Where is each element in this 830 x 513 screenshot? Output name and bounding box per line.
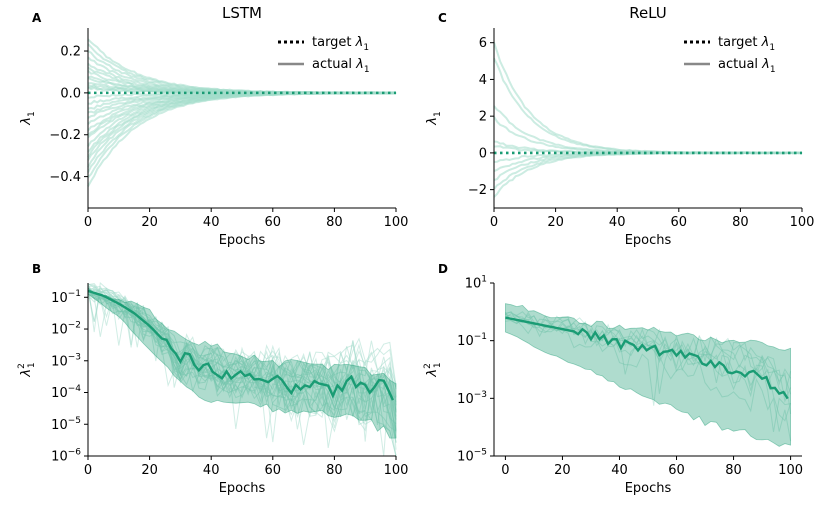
x-tick-label: 40 — [203, 463, 220, 478]
legend-actual-label: actual λ1 — [718, 57, 776, 75]
x-axis-label: Epochs — [219, 481, 266, 496]
series-lines — [493, 41, 803, 198]
x-tick-label: 0 — [490, 215, 498, 230]
y-tick-label: 10−5 — [51, 416, 81, 433]
y-axis-label: λ1 — [425, 111, 443, 125]
faint-run-line — [505, 311, 792, 386]
x-tick-label: 40 — [203, 215, 220, 230]
x-tick-label: 80 — [326, 215, 343, 230]
x-tick-label: 20 — [547, 215, 564, 230]
y-tick-label: 10−1 — [51, 289, 81, 306]
x-tick-label: 0 — [84, 215, 92, 230]
x-tick-label: 40 — [609, 215, 626, 230]
legend-target-label: target λ1 — [312, 35, 369, 53]
x-axis-label: Epochs — [625, 233, 672, 248]
y-tick-label: −0.2 — [49, 128, 81, 143]
x-tick-label: 60 — [265, 215, 282, 230]
panel-letter: D — [438, 262, 448, 276]
y-tick-label: 10−4 — [51, 384, 81, 401]
interquartile-band — [87, 286, 397, 439]
y-tick-label: 6 — [479, 36, 487, 51]
x-tick-label: 20 — [141, 463, 158, 478]
y-tick-label: 10−1 — [457, 332, 487, 349]
y-axis-label: λ21 — [423, 362, 443, 377]
x-tick-label: 100 — [778, 463, 803, 478]
y-tick-label: 10−2 — [51, 321, 81, 338]
x-tick-label: 20 — [554, 463, 571, 478]
x-tick-label: 60 — [265, 463, 282, 478]
series-lines — [87, 38, 397, 187]
y-tick-label: 0.2 — [60, 45, 81, 60]
faint-run-line — [87, 283, 397, 406]
series-line — [87, 91, 396, 187]
y-tick-label: 10−6 — [51, 448, 81, 465]
panel-letter: C — [438, 11, 447, 25]
panel-letter: A — [32, 11, 42, 25]
y-tick-label: 10−3 — [51, 352, 81, 369]
y-tick-label: 0.0 — [60, 86, 81, 101]
faint-run-line — [87, 285, 397, 398]
median-line — [87, 289, 394, 401]
faint-run-line — [504, 312, 792, 414]
y-tick-label: 10−3 — [457, 390, 487, 407]
y-tick-label: −2 — [468, 183, 487, 198]
x-tick-label: 80 — [725, 463, 742, 478]
x-tick-label: 100 — [790, 215, 815, 230]
series-line — [87, 91, 396, 161]
y-tick-label: 101 — [465, 275, 487, 292]
median-line — [505, 316, 789, 400]
legend-actual-label: actual λ1 — [312, 57, 370, 75]
series-line — [493, 151, 803, 198]
x-tick-label: 100 — [384, 215, 409, 230]
x-tick-label: 0 — [84, 463, 92, 478]
series-line — [493, 151, 803, 182]
y-tick-label: 2 — [479, 110, 487, 125]
interquartile-band — [505, 303, 791, 447]
x-tick-label: 20 — [141, 215, 158, 230]
faint-run-line — [87, 294, 397, 443]
y-axis-label: λ1 — [19, 111, 37, 125]
x-axis-label: Epochs — [625, 481, 672, 496]
faint-run-line — [505, 311, 792, 396]
x-tick-label: 0 — [501, 463, 509, 478]
panel-b-lstm-lambda-squared: 0 20 40 60 80 100 10−1 10−2 10−3 10−4 10−5 10−6 Epoc… — [17, 262, 408, 496]
x-tick-label: 60 — [671, 215, 688, 230]
x-tick-label: 60 — [668, 463, 685, 478]
panel-d-relu-lambda-squared: 0 20 40 60 80 100 101 10−1 10−3 10−5 Epochs λ21 D — [423, 262, 803, 496]
x-tick-label: 40 — [611, 463, 628, 478]
y-axis-label: λ21 — [17, 362, 37, 377]
legend: target λ1 actual λ1 — [278, 35, 370, 75]
y-tick-label: 10−5 — [457, 448, 487, 465]
panel-title: LSTM — [222, 4, 262, 22]
panel-letter: B — [32, 262, 41, 276]
legend-target-label: target λ1 — [718, 35, 775, 53]
panel-title: ReLU — [629, 4, 667, 22]
x-tick-label: 100 — [384, 463, 409, 478]
y-tick-label: −0.4 — [49, 170, 81, 185]
panel-a-lstm-lambda: 0 20 40 60 80 100 0.2 0.0 −0.2 −0.4 Epochs λ1 A LSTM t… — [19, 4, 408, 248]
series-line — [493, 105, 803, 155]
x-axis-label: Epochs — [219, 233, 266, 248]
faint-run-line — [505, 317, 792, 442]
faint-run-line — [87, 289, 397, 413]
legend: target λ1 actual λ1 — [684, 35, 776, 75]
x-tick-label: 80 — [732, 215, 749, 230]
x-tick-label: 80 — [326, 463, 343, 478]
y-tick-label: 0 — [479, 146, 487, 161]
y-tick-label: 4 — [479, 73, 487, 88]
